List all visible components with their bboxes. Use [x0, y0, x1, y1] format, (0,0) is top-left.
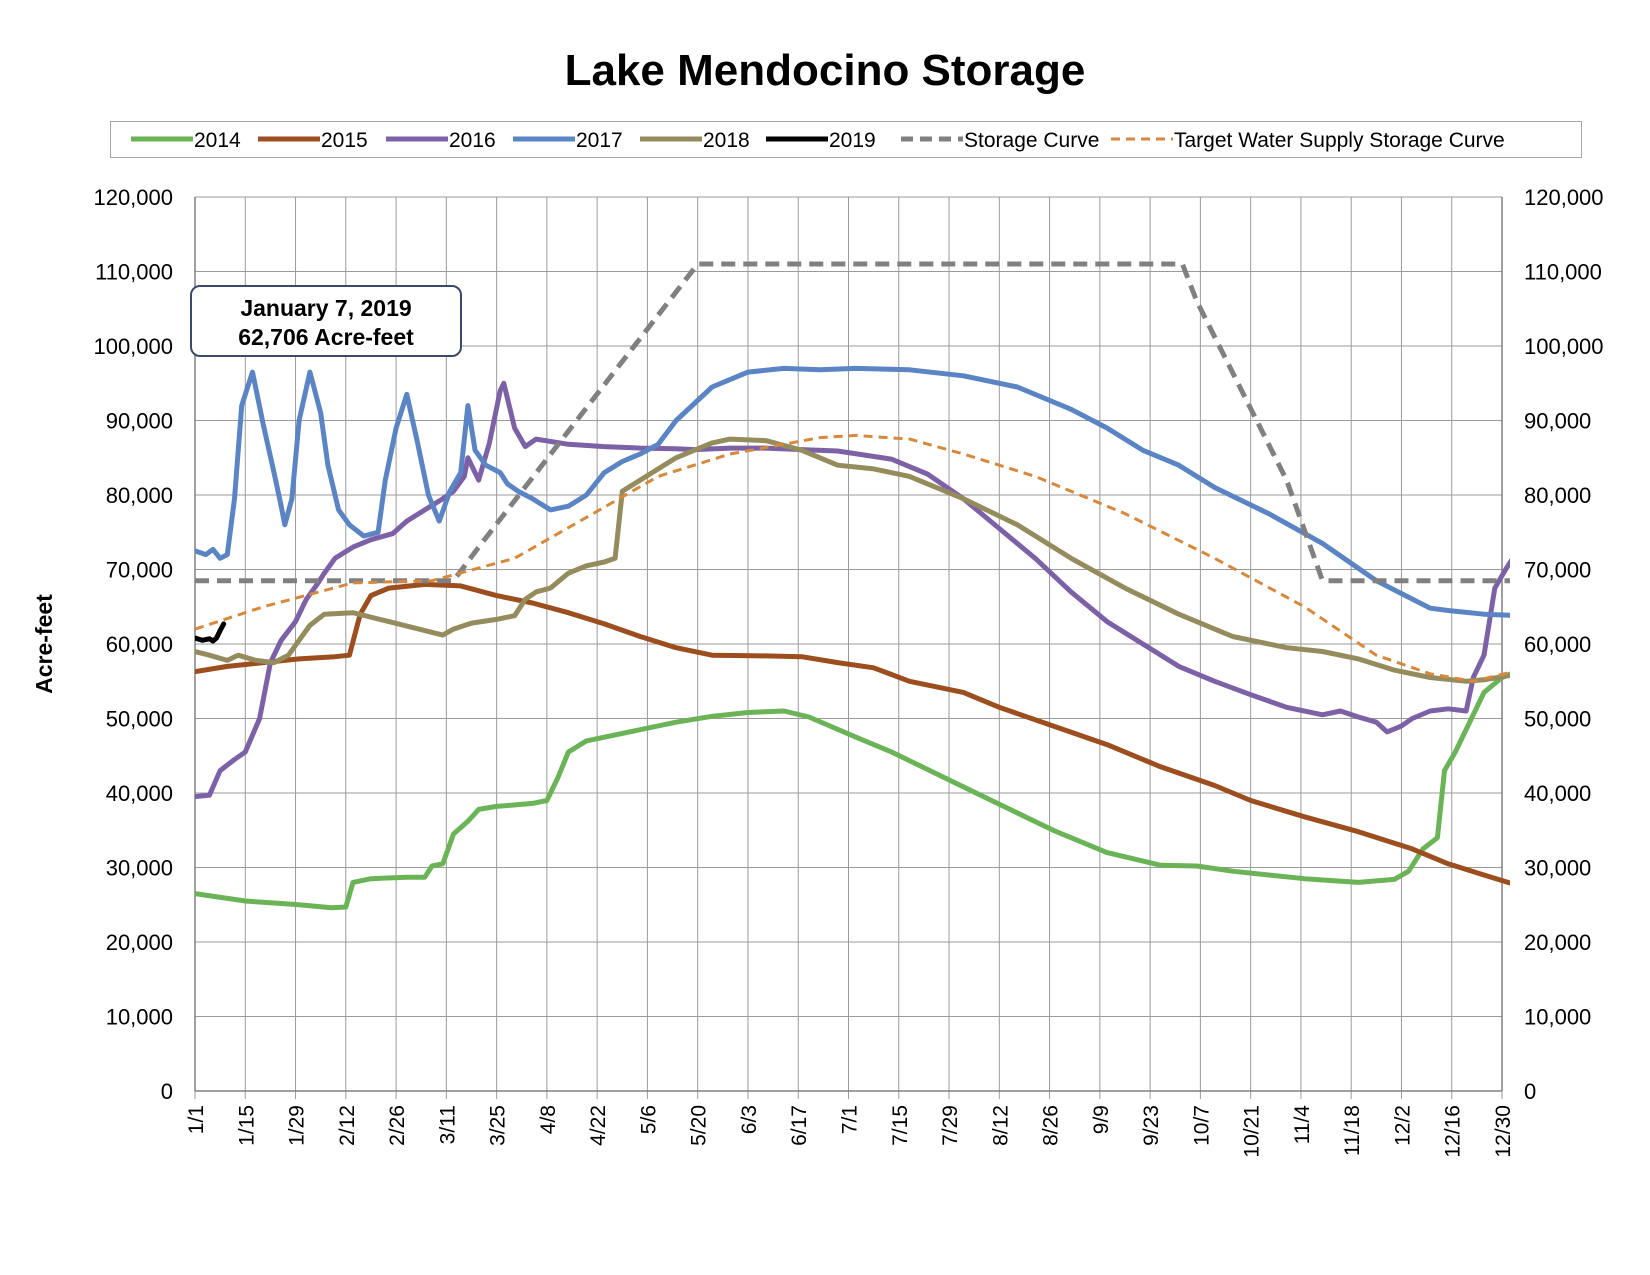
- y-tick-label-right: 30,000: [1524, 856, 1591, 881]
- x-tick-label: 12/16: [1442, 1105, 1465, 1158]
- x-tick-label: 8/12: [989, 1105, 1012, 1146]
- y-tick-label-right: 50,000: [1524, 707, 1591, 732]
- legend-label: Target Water Supply Storage Curve: [1174, 129, 1505, 152]
- annotation-box: January 7, 2019 62,706 Acre-feet: [190, 285, 462, 357]
- x-tick-label: 12/2: [1391, 1105, 1414, 1146]
- y-tick-label-left: 80,000: [106, 483, 173, 508]
- y-tick-label-left: 50,000: [106, 707, 173, 732]
- x-tick-label: 2/12: [336, 1105, 359, 1146]
- x-tick-label: 5/6: [637, 1105, 660, 1134]
- x-tick-label: 5/20: [688, 1105, 711, 1146]
- x-tick-label: 4/8: [537, 1105, 560, 1134]
- x-tick-label: 4/22: [587, 1105, 610, 1146]
- x-tick-label: 7/1: [839, 1105, 862, 1134]
- x-tick-label: 2/26: [386, 1105, 409, 1146]
- x-tick-label: 1/15: [235, 1105, 258, 1146]
- y-tick-label-left: 70,000: [106, 558, 173, 583]
- legend-label: 2018: [703, 129, 750, 152]
- legend-entries: 2014 2015 2016 2017 2018 2019 Storage Curve Tar…: [131, 129, 1505, 152]
- x-tick-label: 10/7: [1190, 1105, 1213, 1146]
- series-line-2016: [195, 380, 1510, 800]
- y-tick-label-left: 90,000: [106, 409, 173, 434]
- y-tick-label-left: 30,000: [106, 856, 173, 881]
- legend-label: 2019: [829, 129, 876, 152]
- x-tick-label: 12/30: [1492, 1105, 1515, 1158]
- series-line-2019: [195, 621, 227, 644]
- y-tick-label-right: 20,000: [1524, 930, 1591, 955]
- legend-label: 2014: [194, 129, 241, 152]
- series-line-2014: [195, 671, 1510, 911]
- x-tick-label: 3/11: [436, 1105, 459, 1144]
- x-tick-label: 9/9: [1090, 1105, 1113, 1134]
- annotation-value: 62,706 Acre-feet: [238, 324, 414, 350]
- chart-legend: 2014 2015 2016 2017 2018 2019 Storage Curve Tar…: [110, 121, 1582, 158]
- x-tick-label: 11/18: [1341, 1105, 1364, 1156]
- x-tick-label: 7/29: [939, 1105, 962, 1146]
- y-tick-label-left: 10,000: [106, 1005, 173, 1030]
- y-tick-label-right: 0: [1524, 1079, 1536, 1104]
- y-tick-label-left: 40,000: [106, 781, 173, 806]
- series-line-target-water-supply-storage-curve: [195, 433, 1510, 683]
- annotation-date: January 7, 2019: [240, 295, 412, 321]
- series-line-2015: [195, 581, 1510, 886]
- y-tick-label-right: 110,000: [1524, 260, 1602, 285]
- y-tick-label-left: 100,000: [93, 334, 173, 359]
- legend-label: 2016: [449, 129, 496, 152]
- y-tick-label-right: 70,000: [1524, 558, 1591, 583]
- y-tick-label-left: 120,000: [93, 185, 173, 210]
- x-tick-label: 10/21: [1241, 1105, 1264, 1158]
- y-tick-label-left: 60,000: [106, 632, 173, 657]
- series-line-storage-curve: [195, 261, 1510, 584]
- series-line-2017: [195, 365, 1510, 618]
- x-tick-label: 11/4: [1291, 1105, 1314, 1145]
- y-tick-label-right: 120,000: [1524, 185, 1604, 210]
- y-tick-label-right: 40,000: [1524, 781, 1591, 806]
- x-tick-label: 9/23: [1140, 1105, 1163, 1146]
- y-tick-label-right: 90,000: [1524, 409, 1591, 434]
- y-tick-label-right: 60,000: [1524, 632, 1591, 657]
- x-tick-label: 1/29: [286, 1105, 309, 1146]
- legend-label: Storage Curve: [964, 129, 1099, 152]
- series-group: [195, 261, 1510, 911]
- x-tick-label: 7/15: [889, 1105, 912, 1146]
- x-tick-label: 3/25: [487, 1105, 510, 1146]
- y-tick-label-left: 0: [161, 1079, 173, 1104]
- x-tick-label: 6/17: [788, 1105, 811, 1146]
- series-line-2018: [195, 436, 1510, 684]
- chart-title: Lake Mendocino Storage: [564, 46, 1086, 95]
- x-tick-label: 1/1: [185, 1105, 208, 1134]
- y-tick-label-left: 20,000: [106, 930, 173, 955]
- legend-label: 2015: [321, 129, 368, 152]
- y-tick-label-left: 110,000: [95, 260, 173, 285]
- legend-label: 2017: [576, 129, 623, 152]
- y-axis-label: Acre-feet: [31, 594, 57, 694]
- y-tick-label-right: 10,000: [1524, 1005, 1591, 1030]
- y-tick-label-right: 80,000: [1524, 483, 1591, 508]
- y-tick-label-right: 100,000: [1524, 334, 1604, 359]
- x-tick-label: 8/26: [1040, 1105, 1063, 1146]
- x-tick-label: 6/3: [738, 1105, 761, 1134]
